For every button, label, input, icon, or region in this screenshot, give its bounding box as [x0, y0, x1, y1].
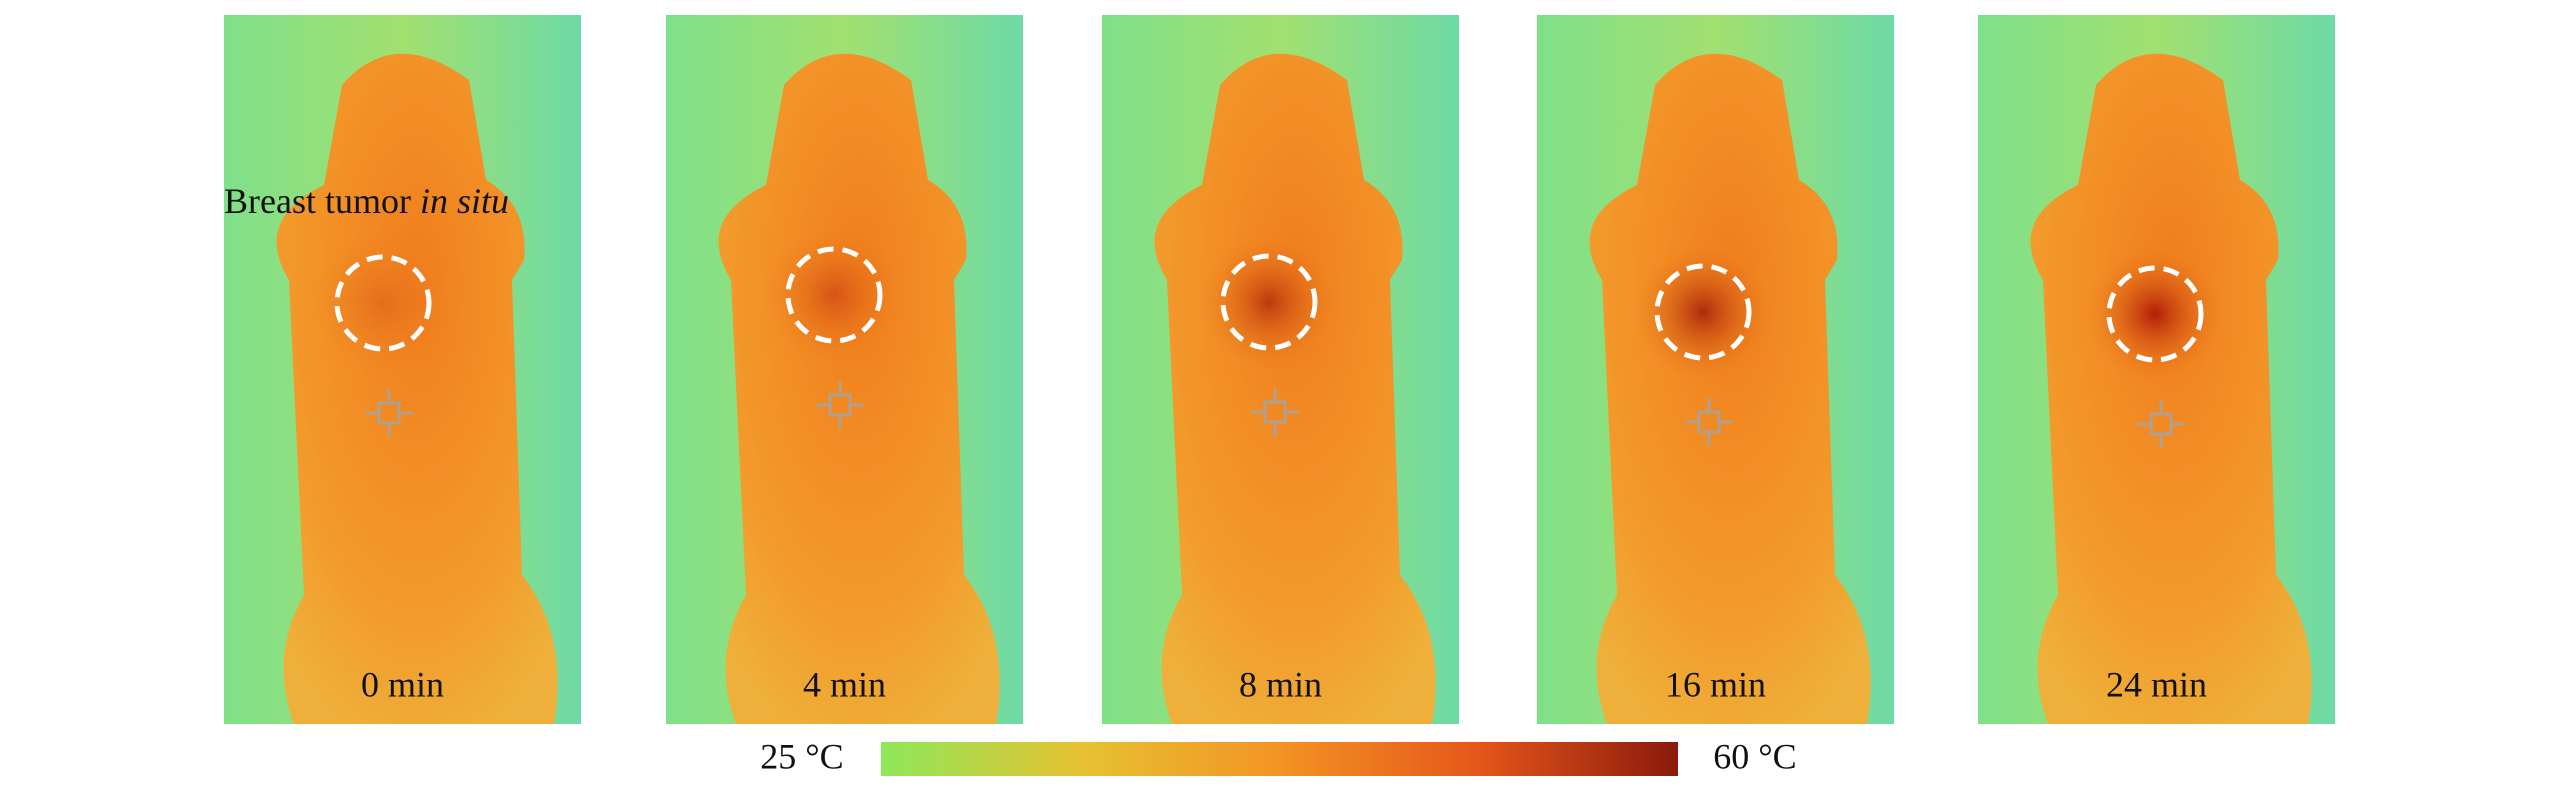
- thermal-panel: [224, 15, 581, 724]
- thermal-panel: [1537, 15, 1894, 724]
- annotation-italic: in situ: [420, 181, 509, 221]
- crosshair: [2137, 400, 2185, 448]
- colorbar: [881, 742, 1678, 776]
- time-label: 0 min: [361, 664, 444, 704]
- crosshair: [816, 381, 864, 429]
- hot-spot: [313, 233, 453, 373]
- hot-spot: [1199, 232, 1339, 372]
- time-label: 4 min: [803, 664, 886, 704]
- thermal-panel: [1102, 15, 1459, 724]
- tumor-marker: [1220, 253, 1318, 351]
- tumor-marker: [334, 254, 432, 352]
- mouse-body: [1589, 53, 1871, 724]
- crosshair: [1251, 388, 1299, 436]
- colorbar-min-label: 25 °C: [760, 736, 843, 776]
- time-label: 16 min: [1665, 664, 1766, 704]
- crosshair: [365, 389, 413, 437]
- mouse-body: [1154, 53, 1436, 724]
- annotation: Breast tumor in situ: [224, 181, 509, 221]
- mouse-body: [276, 53, 558, 724]
- crosshair: [1685, 398, 1733, 446]
- tumor-marker: [2106, 265, 2204, 363]
- hot-spot: [1633, 242, 1773, 382]
- mouse-body: [2030, 53, 2312, 724]
- time-label: 24 min: [2106, 664, 2207, 704]
- thermal-panel: [1978, 15, 2335, 724]
- time-label: 8 min: [1239, 664, 1322, 704]
- mouse-body: [718, 53, 1000, 724]
- colorbar-max-label: 60 °C: [1713, 736, 1796, 776]
- tumor-marker: [785, 246, 883, 344]
- hot-spot: [764, 225, 904, 365]
- tumor-marker: [1654, 263, 1752, 361]
- thermal-panel: [666, 15, 1023, 724]
- annotation-text: Breast tumor: [224, 181, 411, 221]
- hot-spot: [2085, 244, 2225, 384]
